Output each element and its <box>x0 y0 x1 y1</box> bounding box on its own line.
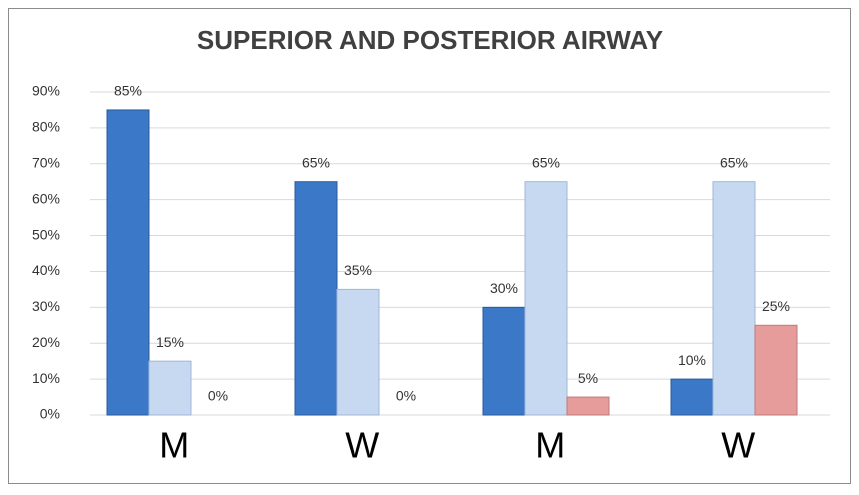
bar <box>294 181 338 416</box>
data-label: 0% <box>396 388 416 404</box>
y-tick-label: 10% <box>32 370 60 386</box>
chart-title: SUPERIOR AND POSTERIOR AIRWAY <box>197 25 663 55</box>
bar <box>566 396 610 416</box>
y-tick-label: 30% <box>32 298 60 314</box>
y-tick-label: 90% <box>32 83 60 99</box>
y-tick-label: 70% <box>32 154 60 170</box>
data-label: 35% <box>344 262 372 278</box>
y-tick-label: 0% <box>40 406 60 422</box>
data-label: 0% <box>208 388 228 404</box>
y-tick-label: 60% <box>32 190 60 206</box>
y-tick-label: 50% <box>32 226 60 242</box>
y-tick-label: 20% <box>32 334 60 350</box>
bar <box>148 360 192 416</box>
bar <box>712 181 756 416</box>
data-label: 65% <box>720 154 748 170</box>
x-tick-label: M <box>159 425 189 466</box>
x-tick-label: W <box>721 425 755 466</box>
bar <box>482 306 526 416</box>
x-tick-label: W <box>345 425 379 466</box>
bar <box>336 288 380 416</box>
bar <box>754 324 798 416</box>
data-label: 65% <box>302 154 330 170</box>
y-tick-label: 40% <box>32 262 60 278</box>
data-label: 15% <box>156 334 184 350</box>
bar <box>524 181 568 416</box>
data-label: 30% <box>490 280 518 296</box>
y-tick-label: 80% <box>32 119 60 135</box>
data-label: 65% <box>532 154 560 170</box>
data-label: 5% <box>578 370 598 386</box>
x-tick-label: M <box>535 425 565 466</box>
data-label: 10% <box>678 352 706 368</box>
bar <box>106 109 150 416</box>
data-label: 25% <box>762 298 790 314</box>
bar <box>670 378 714 416</box>
data-label: 85% <box>114 83 142 99</box>
